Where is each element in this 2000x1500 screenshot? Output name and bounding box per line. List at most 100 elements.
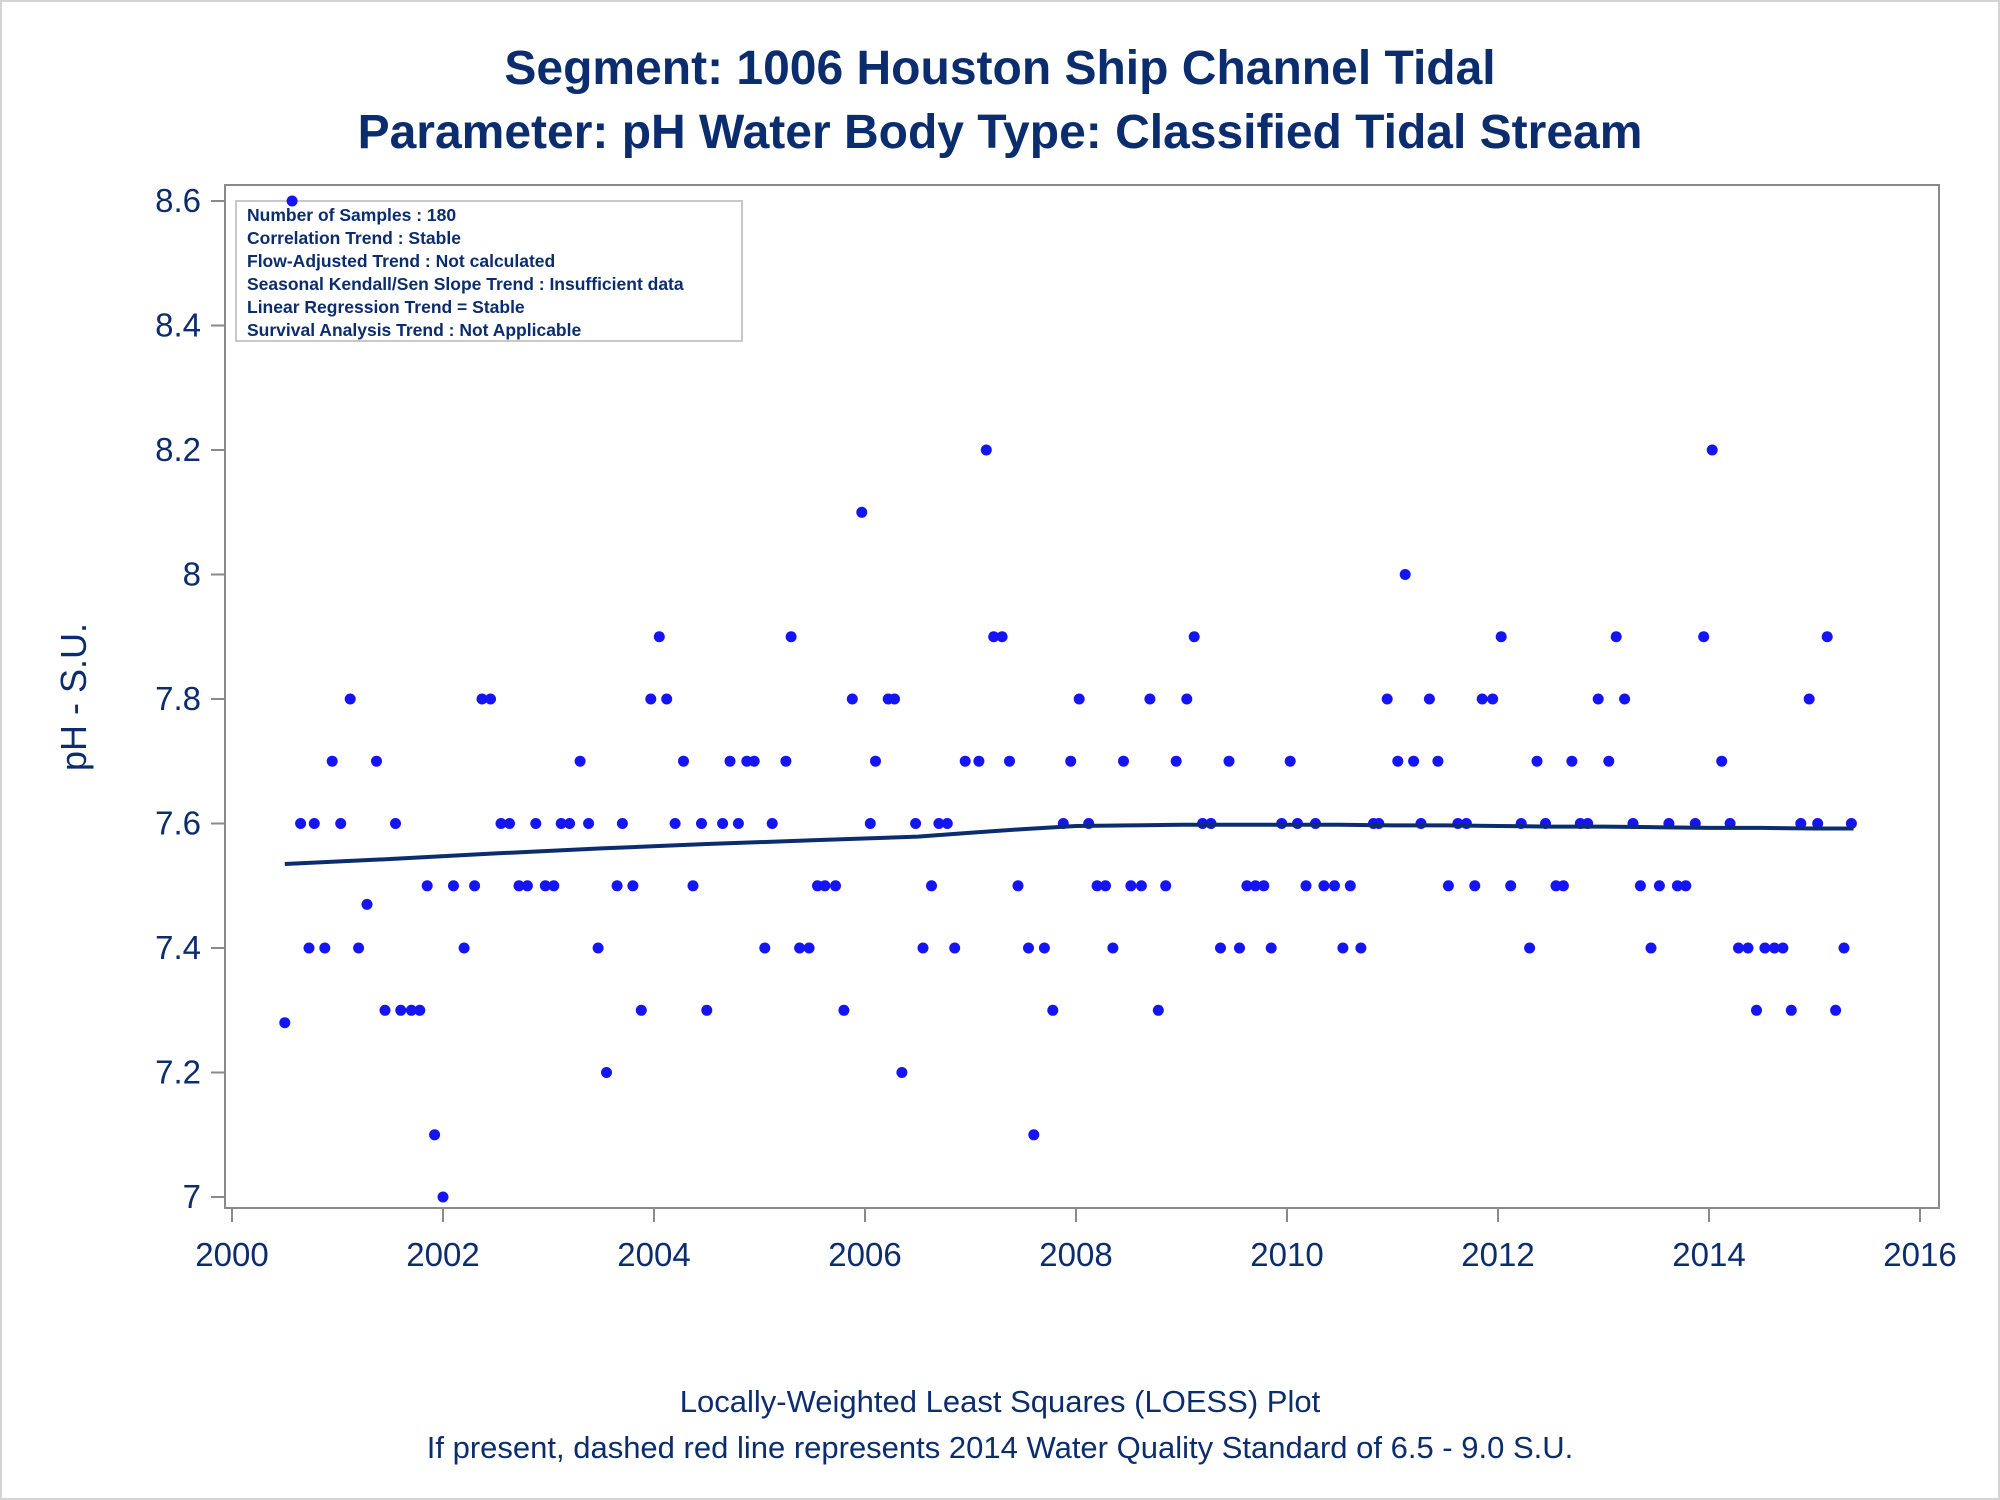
data-point [1107,942,1119,954]
data-point [335,818,347,829]
data-point [379,1004,391,1016]
data-point [1118,755,1129,767]
data-point [701,1004,713,1016]
data-point [1181,693,1193,705]
data-point [1751,1004,1762,1016]
data-point [429,1129,441,1141]
data-point [748,755,760,767]
data-point [1065,755,1077,767]
data-point [803,942,815,954]
data-point [1408,755,1420,767]
y-tick-label: 8.6 [155,182,201,219]
data-point [864,818,876,829]
data-point [1318,880,1330,892]
data-point [1152,1004,1164,1016]
data-point [830,880,841,892]
data-point [1634,880,1646,892]
data-point [1399,569,1411,580]
data-point [1592,693,1604,705]
data-point [371,755,382,767]
x-axis: 2000 2002 2004 2006 2008 2010 2012 2014 2016 [195,1208,1957,1273]
data-point [949,942,961,954]
data-point [1531,755,1543,767]
data-point [732,818,744,829]
data-point [1432,755,1444,767]
trend-summary-box: Number of Samples : 180 Correlation Tren… [235,200,743,342]
data-point [996,631,1008,643]
data-point [390,818,401,829]
data-point [592,942,604,954]
data-point [469,880,481,892]
data-point [1716,755,1728,767]
data-point [1619,693,1631,705]
data-point [1038,942,1050,954]
data-point [1777,942,1789,954]
data-point [1423,693,1435,705]
data-point [1215,942,1226,954]
summary-line: Survival Analysis Trend : Not Applicable [247,320,581,340]
data-point [669,818,681,829]
data-point [696,818,707,829]
data-point [353,942,365,954]
data-point [405,1004,417,1016]
x-tick-label: 2012 [1461,1236,1534,1273]
y-axis: 7 7.2 7.4 7.6 7.8 8 8.2 8.4 8.6 [155,182,225,1215]
data-point [1125,880,1137,892]
data-point [717,818,729,829]
data-point [555,818,567,829]
y-tick-label: 8.4 [155,307,201,344]
data-point [627,880,639,892]
data-point [1344,880,1356,892]
data-point [1337,942,1349,954]
data-point [1004,755,1015,767]
data-point [759,942,771,954]
x-tick-label: 2000 [195,1236,268,1273]
data-point [1838,942,1850,954]
data-point [889,693,900,705]
data-point [910,818,922,829]
chart-title: Segment: 1006 Houston Ship Channel Tidal [504,42,1495,95]
data-point [458,942,470,954]
data-point [485,693,496,705]
data-point [724,755,736,767]
data-point [1160,880,1172,892]
data-point [780,755,792,767]
loess-line [284,822,1854,866]
data-point [1759,942,1771,954]
summary-line: Linear Regression Trend = Stable [247,297,525,317]
data-point [1733,942,1744,954]
sample-points [279,195,1857,1203]
data-point [1671,880,1683,892]
data-point [616,818,628,829]
x-tick-label: 2002 [406,1236,479,1273]
data-point [326,755,338,767]
data-point [1047,1004,1059,1016]
data-point [1768,942,1780,954]
data-point [601,1067,612,1078]
plot-area [224,184,1940,1209]
data-point [1785,1004,1797,1016]
data-point [295,818,307,829]
data-point [1381,693,1393,705]
summary-line: Seasonal Kendall/Sen Slope Trend : Insuf… [247,274,684,294]
data-point [973,755,985,767]
data-point [1249,880,1261,892]
data-point [933,818,945,829]
data-point [1329,880,1340,892]
data-point [414,1004,426,1016]
data-point [1300,880,1312,892]
data-point [1706,444,1718,456]
data-point [504,818,515,829]
data-point [1524,942,1536,954]
data-point [1845,818,1857,829]
data-point [308,818,320,829]
data-point [926,880,937,892]
x-tick-label: 2008 [1039,1236,1112,1273]
data-point [319,942,331,954]
data-point [1355,942,1367,954]
data-point [421,880,433,892]
data-point [1821,631,1833,643]
data-point [846,693,858,705]
summary-line: Correlation Trend : Stable [247,228,461,248]
